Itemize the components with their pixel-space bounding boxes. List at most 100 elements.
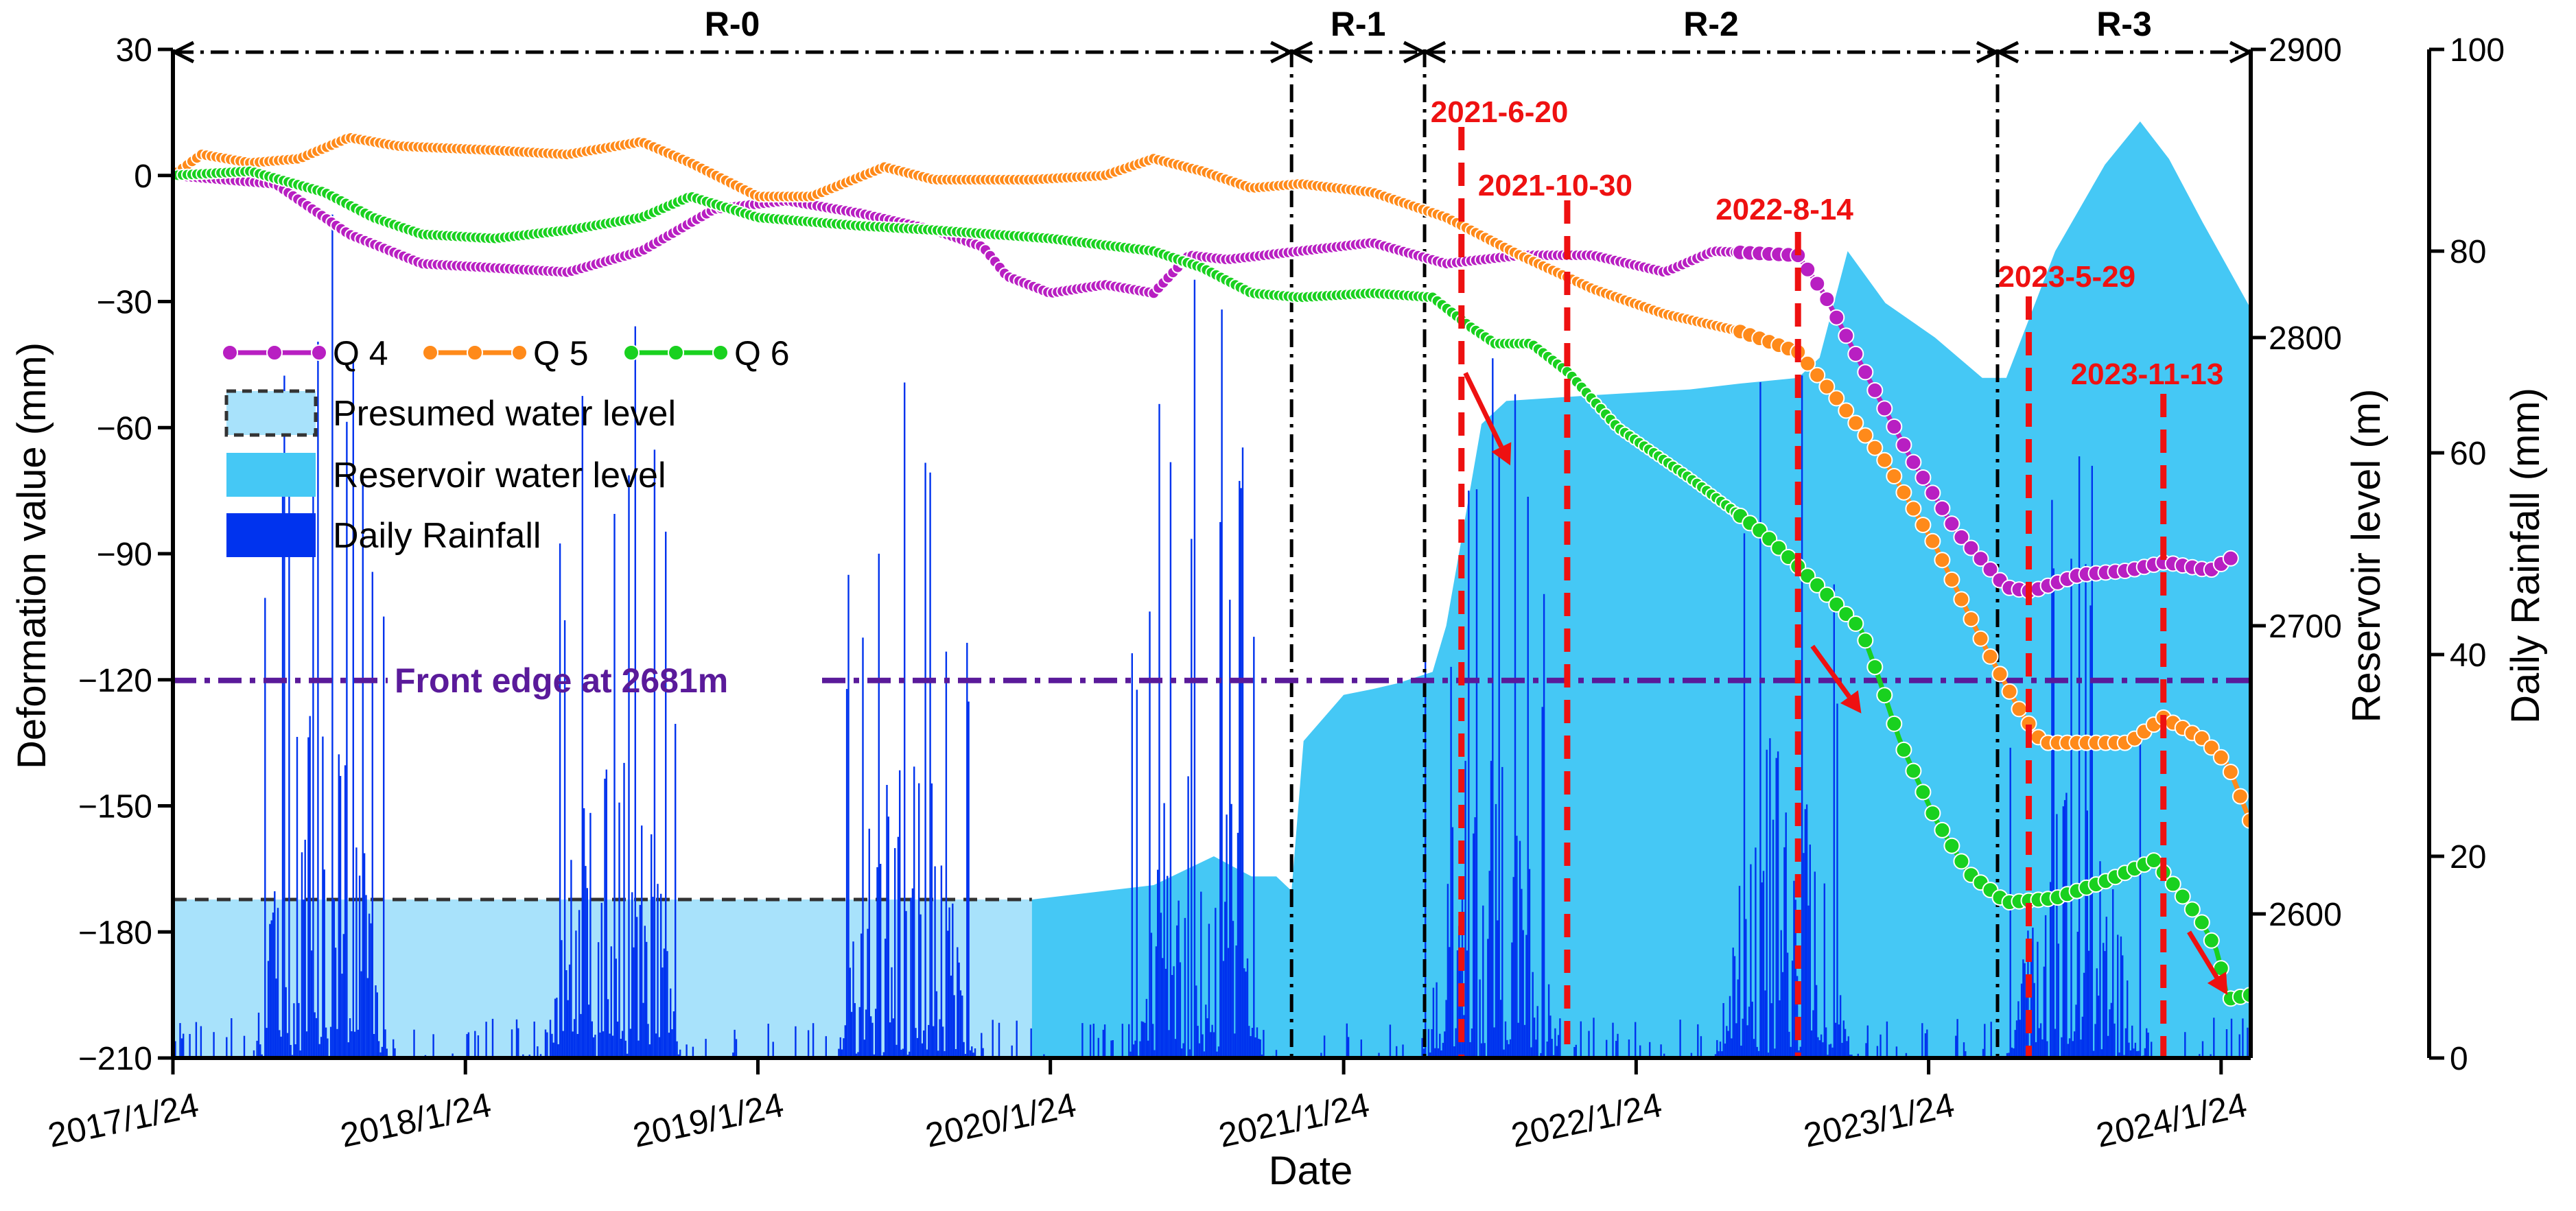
rainfall-bar (1886, 1021, 1888, 1058)
series-point-q6 (1915, 784, 1932, 801)
rainfall-bar (913, 766, 915, 1058)
rainfall-bar (2133, 1048, 2135, 1058)
rainfall-bar (556, 998, 558, 1058)
rainfall-bar (309, 716, 311, 1058)
rainfall-bar (1210, 1032, 1212, 1058)
rainfall-bar (854, 1003, 856, 1058)
rainfall-bar (231, 1018, 233, 1058)
rainfall-bar (2109, 1009, 2111, 1058)
rainfall-bar (2041, 1039, 2044, 1058)
series-point-q5 (1953, 591, 1970, 608)
rainfall-bar (1202, 1034, 1204, 1058)
rainfall-bar (648, 1044, 651, 1058)
front-edge-label: Front edge at 2681m (395, 661, 728, 700)
rainfall-bar (1738, 886, 1741, 1058)
rainfall-bar (1842, 1020, 1845, 1058)
rainfall-bar (327, 1038, 329, 1058)
series-point-q5 (2001, 683, 2018, 700)
rainfall-bar (772, 1042, 774, 1058)
rainfall-bar (2008, 1053, 2010, 1058)
series-point-q5 (1991, 666, 2009, 683)
rainfall-bar (875, 1009, 877, 1058)
rainfall-bar (1831, 1047, 1834, 1058)
rainfall-bar (911, 888, 914, 1058)
rainfall-bar (668, 1033, 670, 1058)
legend-point-marker (467, 344, 483, 361)
front-edge-line: Front edge at 2681m (173, 661, 2251, 700)
y-right2-tick-label: 20 (2450, 839, 2486, 875)
rainfall-bar (1224, 902, 1226, 1058)
stage-label: R-1 (1331, 5, 1386, 43)
y-right2-tick-label: 60 (2450, 436, 2486, 472)
rainfall-bar (1617, 1033, 1619, 1058)
rainfall-bar (1439, 1033, 1441, 1058)
y-right1-tick-label: 2900 (2269, 32, 2342, 69)
rainfall-bar (969, 1050, 972, 1058)
rainfall-bar (838, 1048, 840, 1058)
rainfall-bar (843, 1038, 845, 1058)
rainfall-bar (1818, 1040, 1820, 1058)
rainfall-bar (1251, 1028, 1254, 1058)
legend: Q 4 Q 5 Q 6 Presumed water level Reservo… (222, 334, 790, 557)
y-left-tick-label: −120 (78, 663, 152, 699)
rainfall-bar (2054, 1028, 2057, 1058)
rainfall-bar (624, 1040, 627, 1058)
legend-point-marker (266, 344, 283, 361)
rainfall-bar (1635, 1022, 1637, 1058)
rainfall-bar (1152, 1024, 1154, 1058)
rainfall-bar (580, 1013, 582, 1058)
trend-arrow-head (2207, 972, 2228, 996)
rainfall-bar (2105, 917, 2107, 1058)
rainfall-bar (1764, 990, 1766, 1058)
rainfall-bar (605, 769, 607, 1058)
stage-label: R-2 (1683, 5, 1739, 43)
rainfall-bar (2134, 1042, 2137, 1058)
rainfall-bar (1732, 948, 1734, 1058)
rainfall-bar (307, 737, 309, 1058)
rainfall-bar (344, 765, 347, 1058)
rainfall-bar (2089, 605, 2092, 1058)
rainfall-bar (1588, 1031, 1590, 1058)
rainfall-bar (937, 1050, 939, 1058)
rainfall-bar (572, 1031, 574, 1058)
rainfall-bar (314, 1012, 316, 1058)
rainfall-bar (1482, 905, 1484, 1058)
y-axis-right2-label: Daily Rainfall (mm) (2503, 388, 2548, 724)
series-point-q5 (1847, 414, 1864, 432)
rainfall-bar (1468, 491, 1470, 1058)
rainfall-bar (1134, 1040, 1136, 1058)
rainfall-bar (646, 941, 648, 1058)
rainfall-bar (705, 1039, 707, 1058)
rainfall-bar (1167, 875, 1169, 1058)
rainfall-bar (1089, 1024, 1092, 1058)
rainfall-bar (929, 472, 931, 1058)
rainfall-bar (2230, 1018, 2233, 1058)
series-point-q5 (1818, 378, 1836, 395)
rainfall-bar (2129, 1050, 2132, 1058)
rainfall-bar (432, 1034, 434, 1058)
series-point-q4 (1838, 327, 1855, 344)
rainfall-bar (1246, 958, 1249, 1058)
rainfall-bar (1523, 1024, 1526, 1058)
rainfall-bar (296, 737, 298, 1058)
rainfall-bar (1984, 1024, 1986, 1058)
y-left-tick-label: −60 (97, 410, 152, 447)
series-point-q6 (1886, 715, 1903, 732)
rainfall-bar (1243, 968, 1245, 1058)
rainfall-bar (1822, 1042, 1824, 1058)
rainfall-bar (958, 962, 960, 1058)
rainfall-bar (1639, 1045, 1641, 1058)
rainfall-bar (474, 1031, 476, 1058)
rainfall-bar (2083, 972, 2085, 1058)
rainfall-bar (1847, 1036, 1849, 1058)
rainfall-bar (304, 839, 306, 1058)
rainfall-bar (1833, 584, 1835, 1058)
rainfall-bar (899, 770, 901, 1058)
rainfall-bar (1193, 279, 1196, 1058)
rainfall-bar (1488, 871, 1490, 1058)
rainfall-bar (849, 967, 851, 1058)
rainfall-bar (1836, 703, 1838, 1058)
rainfall-bar (604, 778, 606, 1058)
rainfall-bar (909, 1051, 911, 1058)
rainfall-bar (272, 913, 274, 1058)
